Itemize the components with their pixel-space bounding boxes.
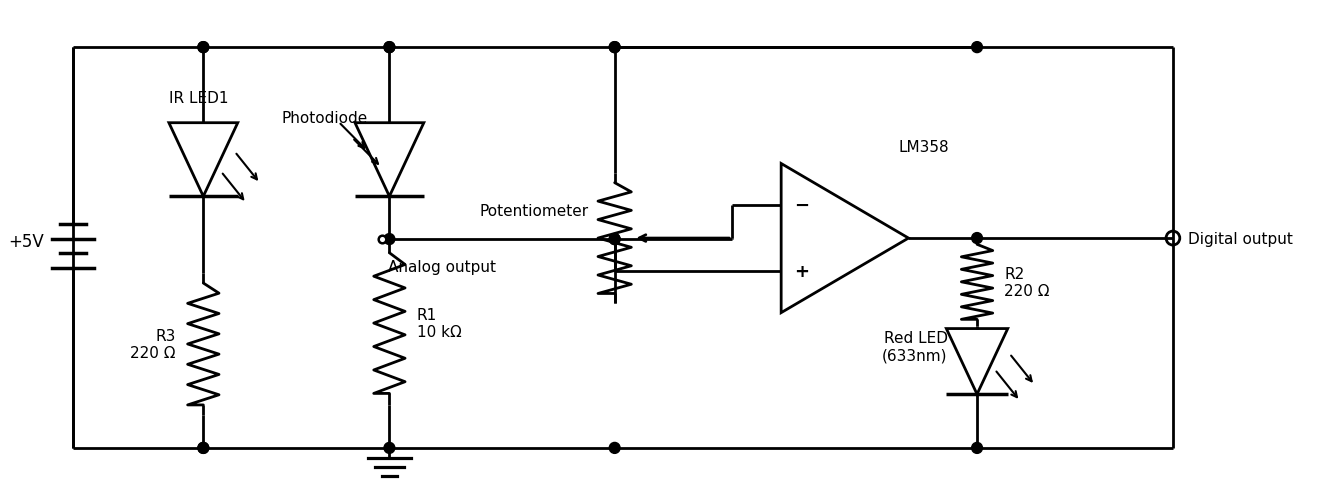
Text: Potentiometer: Potentiometer xyxy=(480,203,589,218)
Circle shape xyxy=(609,43,619,54)
Text: Analog output: Analog output xyxy=(389,260,497,275)
Circle shape xyxy=(971,43,982,54)
Circle shape xyxy=(198,43,208,54)
Circle shape xyxy=(609,43,619,54)
Text: +5V: +5V xyxy=(8,232,43,250)
Circle shape xyxy=(384,234,395,245)
Circle shape xyxy=(384,43,395,54)
Text: R1
10 kΩ: R1 10 kΩ xyxy=(416,307,461,340)
Circle shape xyxy=(198,442,208,453)
Text: R3
220 Ω: R3 220 Ω xyxy=(130,328,175,360)
Text: Digital output: Digital output xyxy=(1188,231,1293,246)
Text: LM358: LM358 xyxy=(899,139,949,154)
Text: +: + xyxy=(793,263,809,281)
Circle shape xyxy=(609,234,619,245)
Text: R2
220 Ω: R2 220 Ω xyxy=(1004,266,1050,299)
Circle shape xyxy=(198,442,208,453)
Circle shape xyxy=(384,442,395,453)
Circle shape xyxy=(384,43,395,54)
Text: IR LED1: IR LED1 xyxy=(169,91,228,106)
Text: −: − xyxy=(793,197,809,215)
Circle shape xyxy=(609,442,619,453)
Circle shape xyxy=(609,234,619,245)
Text: Photodiode: Photodiode xyxy=(282,111,368,126)
Text: Red LED
(633nm): Red LED (633nm) xyxy=(882,331,948,363)
Circle shape xyxy=(971,233,982,244)
Circle shape xyxy=(198,43,208,54)
Circle shape xyxy=(971,442,982,453)
